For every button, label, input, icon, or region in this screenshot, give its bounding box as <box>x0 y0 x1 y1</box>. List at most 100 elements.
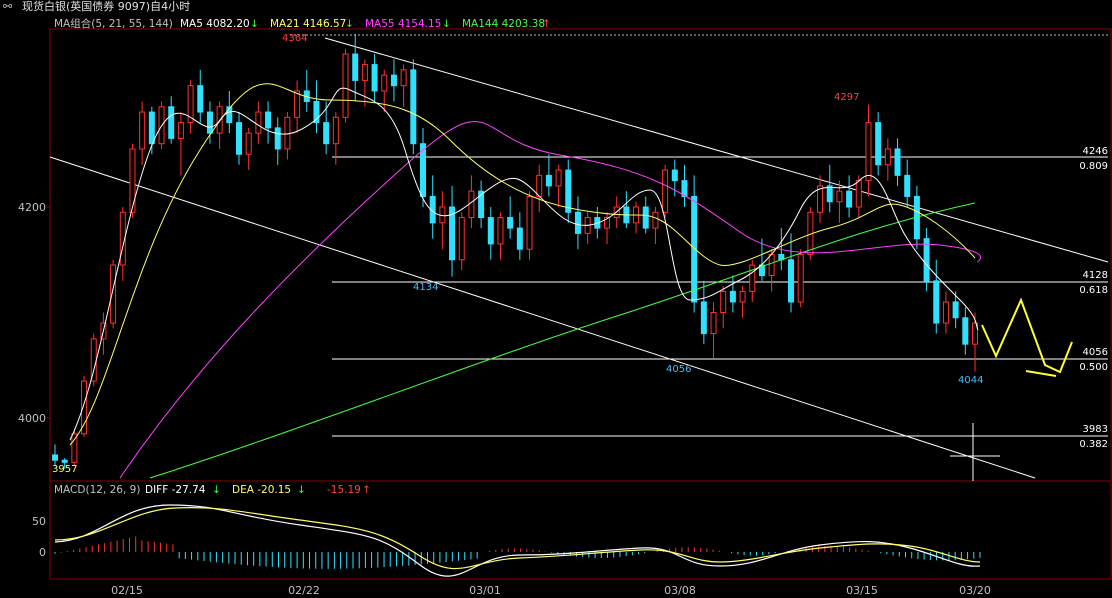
macd-tick-50: 50 <box>32 515 46 528</box>
ma21-legend: MA21 4146.57 <box>270 18 346 30</box>
candle-body <box>487 217 494 245</box>
candle-body <box>972 322 978 345</box>
candle-body <box>739 290 746 303</box>
macd-diff-arrow: ↓ <box>212 484 221 496</box>
candle-body <box>381 74 388 92</box>
fib-ratio-0500: 0.500 <box>1079 362 1108 373</box>
candle-body <box>294 90 301 118</box>
macd-tick-0: 0 <box>39 546 46 559</box>
projection-path <box>981 297 1073 374</box>
candle-body <box>187 85 194 124</box>
candle-body <box>352 53 359 81</box>
ma5-arrow: ↓ <box>250 18 259 30</box>
ma144-arrow: ↑ <box>542 18 551 30</box>
candle-body <box>604 217 610 229</box>
candle-body <box>342 53 349 118</box>
ma55-line <box>119 121 982 479</box>
macd-panel-frame <box>49 480 1112 580</box>
link-icon[interactable]: ⚯ <box>3 0 13 13</box>
date-label-0222: 02/22 <box>288 584 320 597</box>
candle-body <box>545 174 552 187</box>
macd-value-arrow: ↑ <box>362 484 371 496</box>
candle-body <box>507 217 514 229</box>
candle-body <box>836 190 843 203</box>
candle-body <box>923 238 930 282</box>
candle-body <box>361 64 368 81</box>
candle-body <box>710 312 717 335</box>
candle-body <box>904 174 911 197</box>
candle-body <box>884 148 891 166</box>
price-tick-4000: 4000 <box>18 412 46 425</box>
candle-body <box>962 317 969 345</box>
date-label-0301: 03/01 <box>469 584 501 597</box>
candle-body <box>817 185 824 213</box>
annotation-low-4044: 4044 <box>958 375 983 386</box>
candle-body <box>642 206 649 229</box>
candle-body <box>894 148 901 176</box>
title-bar: ⚯ 现货白银(英国债券 9097)自4小时 <box>0 0 1112 14</box>
candle-body <box>323 122 330 145</box>
fib-ratio-0809: 0.809 <box>1079 161 1108 172</box>
candle-body <box>274 127 281 150</box>
candle-body <box>110 264 117 324</box>
candle-body <box>177 122 184 139</box>
date-label-0215: 02/15 <box>111 584 143 597</box>
moving-average-lines <box>69 83 982 479</box>
candle-body <box>526 195 533 250</box>
candle-body <box>468 190 475 219</box>
candle-body <box>497 217 504 245</box>
macd-value-legend: -15.19 <box>327 484 361 496</box>
annotation-start-3957: 3957 <box>52 464 77 475</box>
candle-body <box>265 111 272 129</box>
candle-body <box>855 180 862 208</box>
candle-body <box>536 174 543 197</box>
candle-body <box>652 211 659 229</box>
ma-legend-label: MA组合(5, 21, 55, 144) <box>54 17 173 30</box>
chart-area[interactable]: MA组合(5, 21, 55, 144) MA5 4082.20 ↓ MA21 … <box>0 14 1112 598</box>
candle-body <box>574 211 581 234</box>
candle-body <box>71 433 78 463</box>
candle-body <box>700 301 707 335</box>
annotation-low-4134: 4134 <box>413 282 438 293</box>
candle-body <box>449 206 456 261</box>
candle-body <box>720 290 727 313</box>
candle-body <box>749 264 756 292</box>
macd-diff-legend: DIFF -27.74 <box>145 484 206 496</box>
candle-body <box>729 290 736 303</box>
ma144-line <box>149 202 976 479</box>
candle-body <box>332 116 339 145</box>
annotation-high-4297: 4297 <box>834 92 859 103</box>
candle-body <box>478 190 485 219</box>
candle-body <box>119 211 126 266</box>
macd-dea-arrow: ↓ <box>297 484 306 496</box>
macd-legend-label: MACD(12, 26, 9) <box>54 484 140 496</box>
fib-price-0382: 3983 <box>1083 424 1108 435</box>
ma5-legend: MA5 4082.20 <box>180 18 250 30</box>
ma144-legend: MA144 4203.38 <box>462 18 545 30</box>
candle-body <box>168 106 175 139</box>
candle-body <box>671 169 678 182</box>
channel-lower-line <box>49 156 1036 479</box>
candle-body <box>516 227 523 250</box>
date-label-0315: 03/15 <box>846 584 878 597</box>
candle-body <box>226 106 233 124</box>
candle-body <box>797 253 804 303</box>
ma21-line <box>69 83 976 446</box>
fib-price-0500: 4056 <box>1083 347 1108 358</box>
candle-body <box>768 253 775 277</box>
candle-body <box>846 190 853 208</box>
candle-body <box>826 185 833 203</box>
candle-body <box>52 454 58 461</box>
macd-dea-line <box>54 507 981 570</box>
candle-body <box>865 122 872 182</box>
annotation-low-4056: 4056 <box>666 364 691 375</box>
candle-body <box>129 148 136 213</box>
candle-body <box>875 122 882 166</box>
window-title: 现货白银(英国债券 9097)自4小时 <box>22 0 191 13</box>
candle-body <box>371 64 378 92</box>
candle-body <box>236 122 242 155</box>
candle-body <box>933 280 940 324</box>
fib-ratio-0618: 0.618 <box>1079 285 1108 296</box>
ma55-arrow: ↓ <box>442 18 451 30</box>
candle-body <box>662 169 669 213</box>
